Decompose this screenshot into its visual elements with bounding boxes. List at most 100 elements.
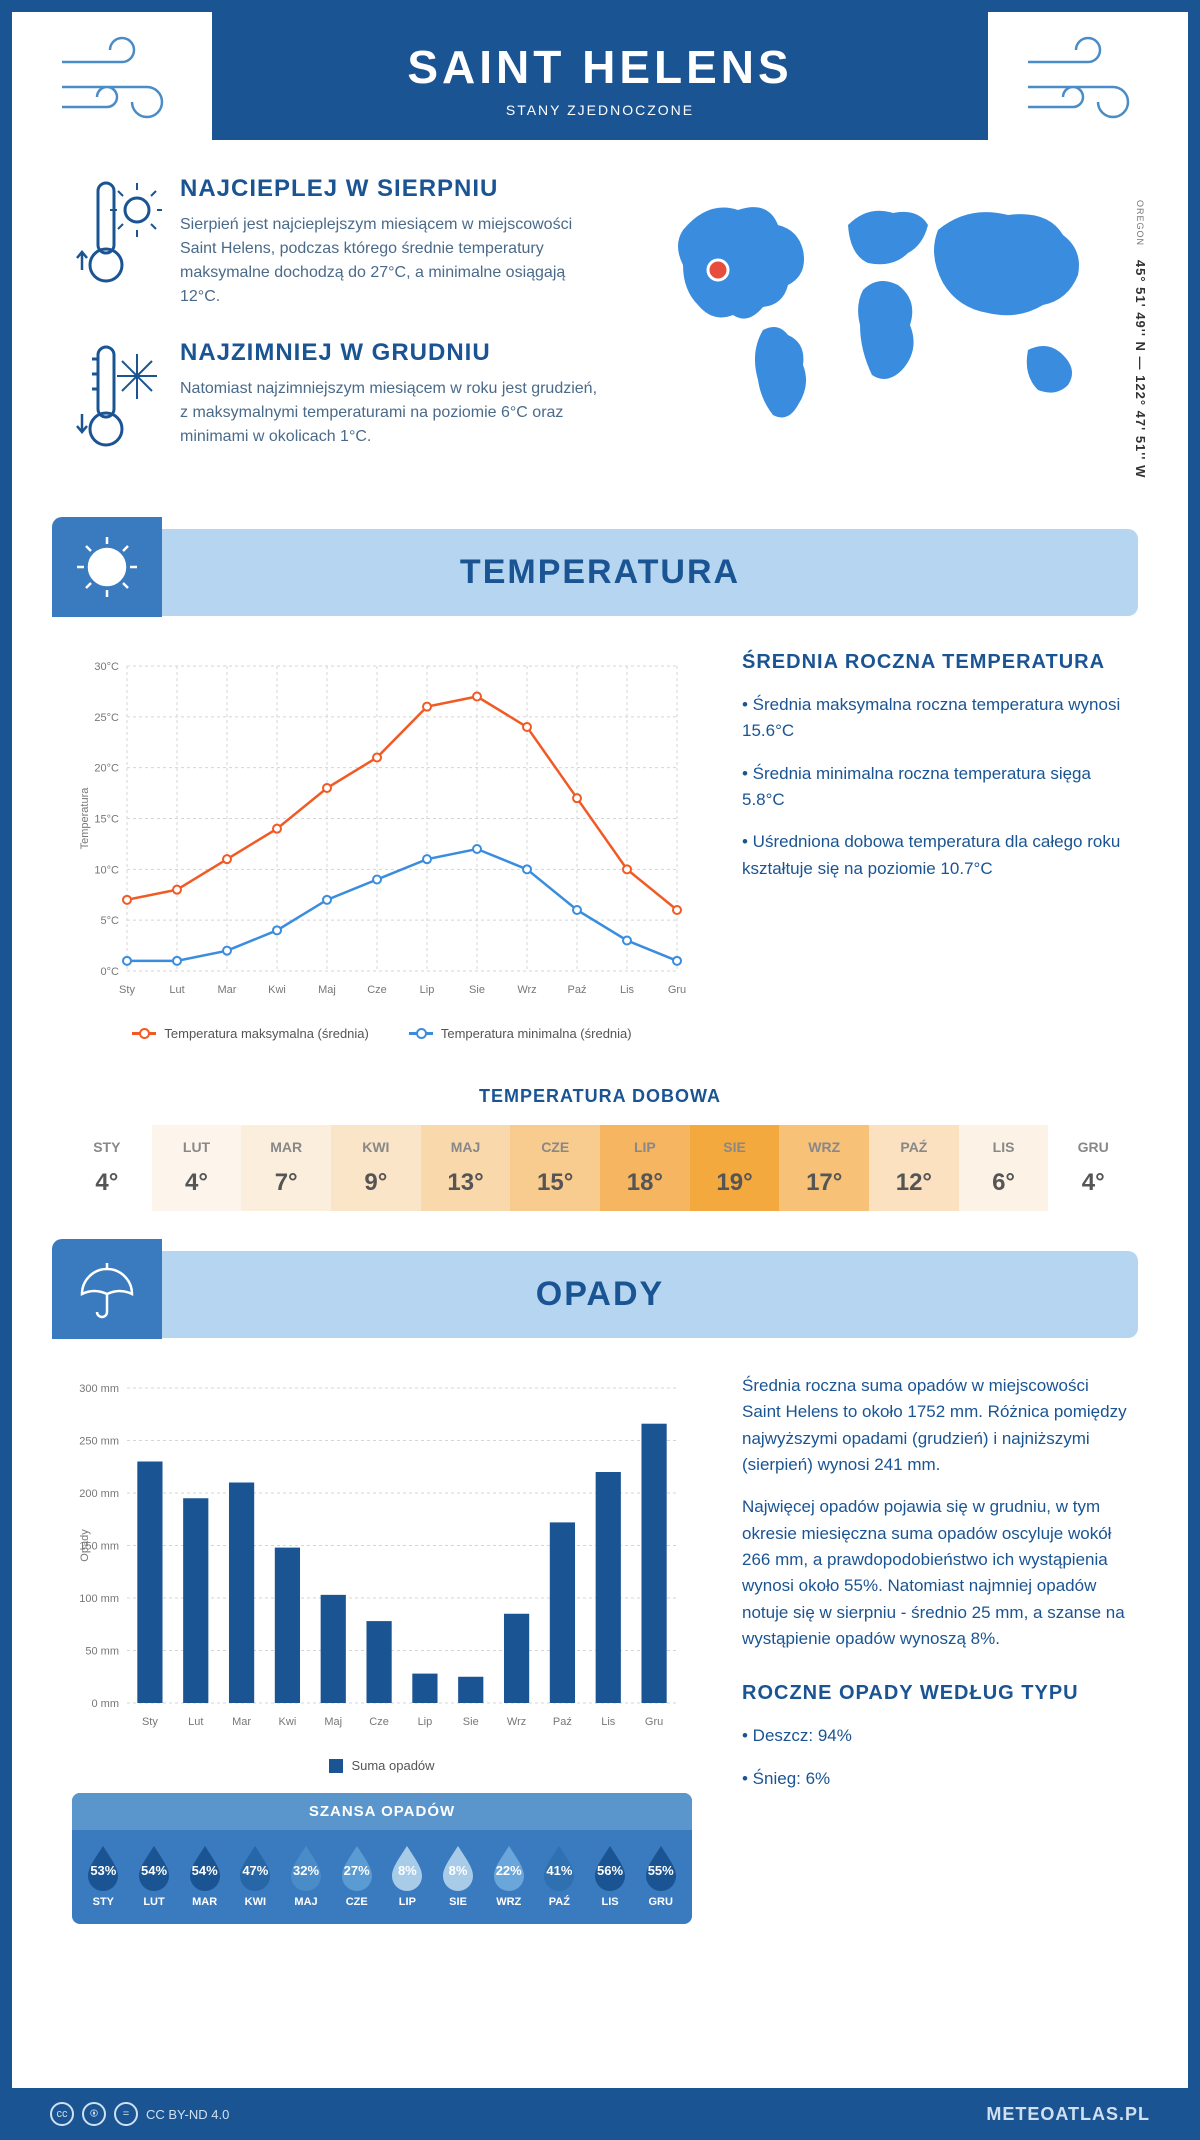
cc-icon: cc (50, 2102, 74, 2126)
temp-cell: KWI9° (331, 1125, 421, 1211)
precip-heading: OPADY (62, 1251, 1138, 1338)
svg-text:Sty: Sty (142, 1716, 158, 1728)
svg-text:Mar: Mar (218, 984, 237, 996)
temp-cell: LIS6° (959, 1125, 1049, 1211)
svg-text:20°C: 20°C (94, 763, 119, 775)
temp-cell: GRU4° (1048, 1125, 1138, 1211)
chance-drop: 41%PAŹ (534, 1842, 585, 1908)
thermometer-cold-icon (72, 339, 162, 464)
thermometer-hot-icon (72, 175, 162, 309)
svg-text:Lip: Lip (418, 1716, 433, 1728)
bar-chart-legend: Suma opadów (72, 1758, 692, 1773)
intro-section: NAJCIEPLEJ W SIERPNIU Sierpień jest najc… (12, 140, 1188, 514)
wind-icon (52, 32, 182, 132)
svg-text:Kwi: Kwi (268, 984, 286, 996)
coldest-block: NAJZIMNIEJ W GRUDNIU Natomiast najzimnie… (72, 339, 618, 464)
umbrella-icon (52, 1239, 162, 1339)
chance-drop: 55%GRU (635, 1842, 686, 1908)
svg-text:Cze: Cze (369, 1716, 389, 1728)
precip-title: OPADY (536, 1275, 664, 1313)
precip-type-title: ROCZNE OPADY WEDŁUG TYPU (742, 1682, 1128, 1705)
daily-temp-table: STY4°LUT4°MAR7°KWI9°MAJ13°CZE15°LIP18°SI… (62, 1125, 1138, 1211)
svg-text:Wrz: Wrz (507, 1716, 526, 1728)
svg-text:Lip: Lip (420, 984, 435, 996)
precip-chance-panel: SZANSA OPADÓW 53%STY54%LUT54%MAR47%KWI32… (72, 1793, 692, 1924)
svg-text:15°C: 15°C (94, 814, 119, 826)
svg-text:Kwi: Kwi (279, 1716, 297, 1728)
chance-drop: 32%MAJ (281, 1842, 332, 1908)
svg-text:25°C: 25°C (94, 712, 119, 724)
legend-min: Temperatura minimalna (średnia) (441, 1026, 632, 1041)
nd-icon: = (114, 2102, 138, 2126)
chance-drop: 27%CZE (331, 1842, 382, 1908)
svg-text:100 mm: 100 mm (79, 1593, 119, 1605)
temp-cell: STY4° (62, 1125, 152, 1211)
warmest-text: Sierpień jest najcieplejszym miesiącem w… (180, 213, 600, 309)
svg-text:Paź: Paź (568, 984, 587, 996)
temp-cell: CZE15° (510, 1125, 600, 1211)
license: cc 🅯 = CC BY-ND 4.0 (50, 2102, 229, 2126)
sun-icon (52, 517, 162, 617)
svg-text:30°C: 30°C (94, 661, 119, 673)
chance-drop: 47%KWI (230, 1842, 281, 1908)
by-icon: 🅯 (82, 2102, 106, 2126)
wind-icon (1018, 32, 1148, 132)
svg-text:Gru: Gru (645, 1716, 663, 1728)
temp-bullet: • Średnia maksymalna roczna temperatura … (742, 692, 1128, 745)
coldest-title: NAJZIMNIEJ W GRUDNIU (180, 339, 600, 367)
svg-text:Maj: Maj (318, 984, 336, 996)
temp-cell: LUT4° (152, 1125, 242, 1211)
world-map: OREGON 45° 51' 49'' N — 122° 47' 51'' W (648, 175, 1128, 494)
temp-cell: WRZ17° (779, 1125, 869, 1211)
svg-text:Paź: Paź (553, 1716, 572, 1728)
svg-text:300 mm: 300 mm (79, 1383, 119, 1395)
svg-text:50 mm: 50 mm (85, 1646, 119, 1658)
license-text: CC BY-ND 4.0 (146, 2107, 229, 2122)
svg-text:5°C: 5°C (101, 915, 120, 927)
temp-cell: PAŹ12° (869, 1125, 959, 1211)
chance-drop: 56%LIS (585, 1842, 636, 1908)
temperature-line-chart: 0°C5°C10°C15°C20°C25°C30°CStyLutMarKwiMa… (72, 651, 692, 1011)
chance-drop: 22%WRZ (483, 1842, 534, 1908)
svg-text:250 mm: 250 mm (79, 1436, 119, 1448)
footer: cc 🅯 = CC BY-ND 4.0 METEOATLAS.PL (0, 2088, 1200, 2140)
svg-text:Maj: Maj (324, 1716, 342, 1728)
temp-bullet: • Uśredniona dobowa temperatura dla całe… (742, 829, 1128, 882)
warmest-block: NAJCIEPLEJ W SIERPNIU Sierpień jest najc… (72, 175, 618, 309)
title-banner: SAINT HELENS STANY ZJEDNOCZONE (212, 12, 988, 140)
temp-cell: LIP18° (600, 1125, 690, 1211)
svg-text:200 mm: 200 mm (79, 1488, 119, 1500)
country-subtitle: STANY ZJEDNOCZONE (232, 102, 968, 118)
legend-max: Temperatura maksymalna (średnia) (164, 1026, 368, 1041)
temp-title: TEMPERATURA (460, 553, 740, 591)
svg-text:Cze: Cze (367, 984, 387, 996)
temp-cell: SIE19° (690, 1125, 780, 1211)
svg-text:0°C: 0°C (101, 966, 120, 978)
brand: METEOATLAS.PL (986, 2104, 1150, 2125)
region-label: OREGON (1135, 200, 1145, 246)
svg-text:Sie: Sie (469, 984, 485, 996)
chance-drop: 54%LUT (129, 1842, 180, 1908)
chance-drop: 54%MAR (179, 1842, 230, 1908)
chance-drop: 53%STY (78, 1842, 129, 1908)
svg-text:Lut: Lut (188, 1716, 203, 1728)
svg-text:Wrz: Wrz (517, 984, 536, 996)
svg-text:Opady: Opady (79, 1529, 91, 1562)
svg-text:Sty: Sty (119, 984, 135, 996)
svg-text:Mar: Mar (232, 1716, 251, 1728)
temp-cell: MAJ13° (421, 1125, 511, 1211)
chance-title: SZANSA OPADÓW (72, 1793, 692, 1830)
coldest-text: Natomiast najzimniejszym miesiącem w rok… (180, 377, 600, 449)
legend-sum: Suma opadów (351, 1758, 434, 1773)
city-title: SAINT HELENS (232, 40, 968, 94)
precip-bar-chart: 0 mm50 mm100 mm150 mm200 mm250 mm300 mmS… (72, 1373, 692, 1743)
svg-text:Lut: Lut (169, 984, 184, 996)
warmest-title: NAJCIEPLEJ W SIERPNIU (180, 175, 600, 203)
coordinates: OREGON 45° 51' 49'' N — 122° 47' 51'' W (1133, 200, 1148, 478)
chance-drop: 8%SIE (433, 1842, 484, 1908)
temp-bullet: • Średnia minimalna roczna temperatura s… (742, 761, 1128, 814)
chance-drop: 8%LIP (382, 1842, 433, 1908)
svg-text:Temperatura: Temperatura (79, 787, 91, 850)
precip-para: Średnia roczna suma opadów w miejscowośc… (742, 1373, 1128, 1478)
line-chart-legend: Temperatura maksymalna (średnia) Tempera… (72, 1026, 692, 1041)
